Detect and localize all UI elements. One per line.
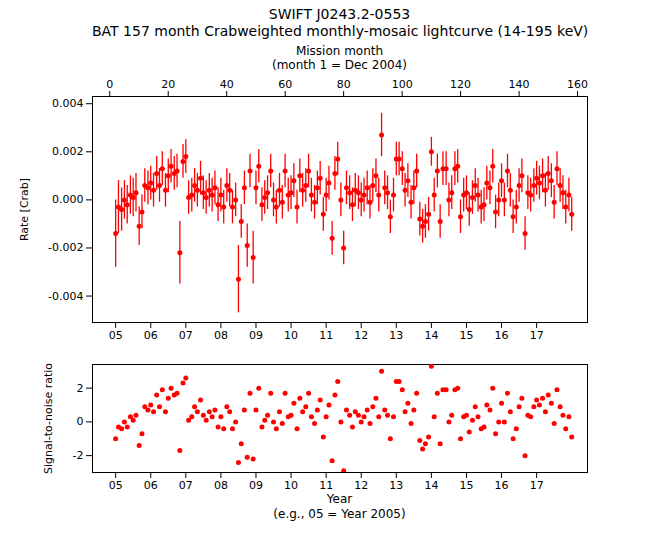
svg-text:100: 100 bbox=[392, 78, 413, 91]
svg-text:13: 13 bbox=[389, 479, 403, 492]
svg-text:06: 06 bbox=[144, 329, 158, 342]
svg-text:17: 17 bbox=[530, 479, 544, 492]
svg-text:13: 13 bbox=[389, 329, 403, 342]
svg-text:07: 07 bbox=[179, 479, 193, 492]
svg-text:-2: -2 bbox=[73, 449, 84, 462]
svg-text:12: 12 bbox=[354, 329, 368, 342]
svg-text:Rate [Crab]: Rate [Crab] bbox=[18, 178, 31, 241]
svg-text:16: 16 bbox=[495, 479, 509, 492]
svg-text:14: 14 bbox=[424, 479, 438, 492]
html-text:BAT 157 month Crabweighted mon: BAT 157 month Crabweighted monthly-mosai… bbox=[92, 23, 589, 39]
svg-text:40: 40 bbox=[220, 78, 234, 91]
svg-text:140: 140 bbox=[509, 78, 530, 91]
svg-text:08: 08 bbox=[214, 329, 228, 342]
html-text:(e.g., 05 = Year 2005): (e.g., 05 = Year 2005) bbox=[273, 507, 406, 521]
svg-text:0.000: 0.000 bbox=[52, 193, 84, 206]
svg-text:0.002: 0.002 bbox=[52, 145, 84, 158]
svg-text:09: 09 bbox=[249, 479, 263, 492]
svg-text:12: 12 bbox=[354, 479, 368, 492]
svg-text:80: 80 bbox=[337, 78, 351, 91]
svg-text:0.004: 0.004 bbox=[52, 97, 84, 110]
svg-text:09: 09 bbox=[249, 329, 263, 342]
svg-text:10: 10 bbox=[284, 329, 298, 342]
svg-text:10: 10 bbox=[284, 479, 298, 492]
svg-text:05: 05 bbox=[109, 479, 123, 492]
html-text:SWIFT J0243.2-0553: SWIFT J0243.2-0553 bbox=[268, 6, 411, 22]
svg-text:11: 11 bbox=[319, 329, 333, 342]
svg-text:15: 15 bbox=[459, 479, 473, 492]
svg-text:0: 0 bbox=[106, 78, 113, 91]
svg-text:11: 11 bbox=[319, 479, 333, 492]
html-text:Mission month: Mission month bbox=[295, 44, 384, 58]
svg-text:07: 07 bbox=[179, 329, 193, 342]
svg-text:0: 0 bbox=[77, 415, 84, 428]
html-text:Year: Year bbox=[326, 492, 353, 506]
svg-text:120: 120 bbox=[450, 78, 471, 91]
svg-text:14: 14 bbox=[424, 329, 438, 342]
svg-text:20: 20 bbox=[161, 78, 175, 91]
svg-text:Signal-to-noise ratio: Signal-to-noise ratio bbox=[42, 363, 55, 474]
svg-text:15: 15 bbox=[459, 329, 473, 342]
svg-text:05: 05 bbox=[109, 329, 123, 342]
svg-text:-0.002: -0.002 bbox=[48, 241, 83, 254]
svg-text:60: 60 bbox=[278, 78, 292, 91]
svg-text:06: 06 bbox=[144, 479, 158, 492]
svg-text:2: 2 bbox=[77, 382, 84, 395]
svg-text:16: 16 bbox=[495, 329, 509, 342]
svg-text:08: 08 bbox=[214, 479, 228, 492]
html-text:(month 1 = Dec 2004): (month 1 = Dec 2004) bbox=[272, 58, 407, 72]
svg-text:160: 160 bbox=[567, 78, 588, 91]
svg-text:17: 17 bbox=[530, 329, 544, 342]
svg-text:-0.004: -0.004 bbox=[48, 290, 83, 303]
